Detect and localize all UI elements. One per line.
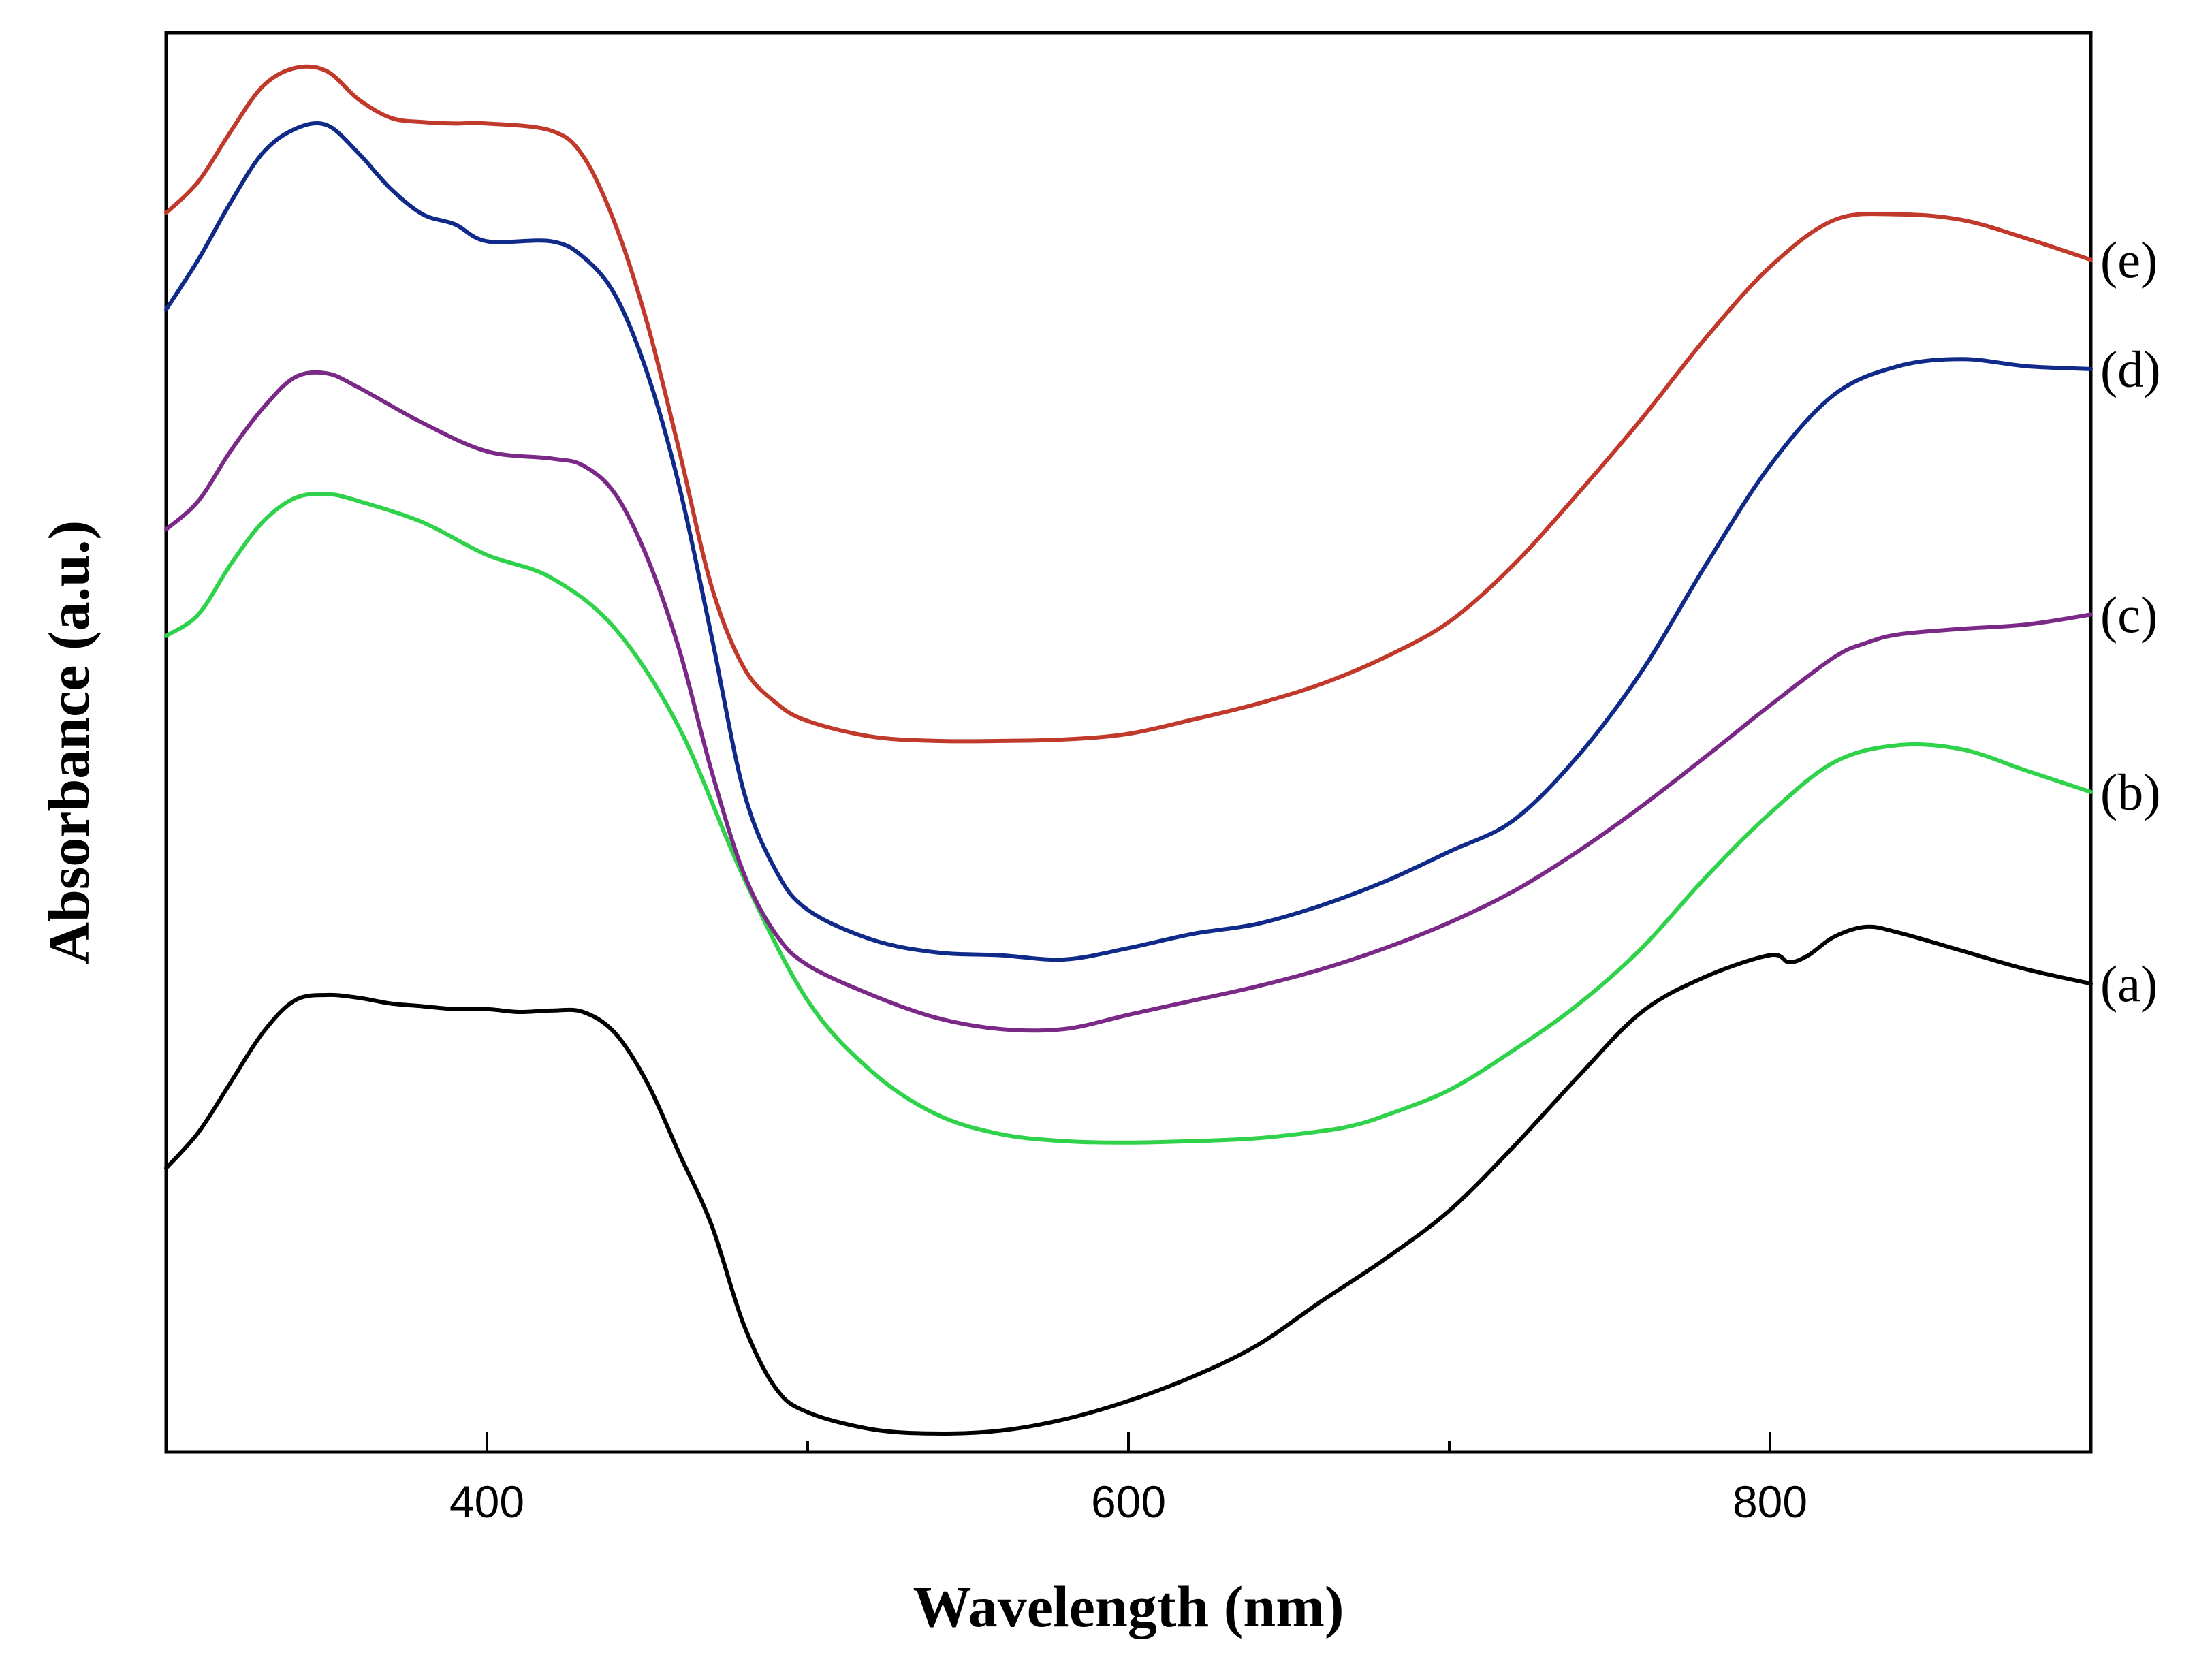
x-tick-label: 800 bbox=[1733, 1476, 1807, 1527]
series-line-b bbox=[164, 492, 2093, 1145]
x-tick-label: 400 bbox=[449, 1476, 524, 1527]
series-label-d: (d) bbox=[2100, 341, 2161, 398]
x-axis-ticks bbox=[486, 1432, 1771, 1452]
series-label-e: (e) bbox=[2100, 232, 2158, 289]
series-line-a bbox=[164, 924, 2093, 1436]
series-line-d bbox=[164, 121, 2093, 962]
plot-frame bbox=[164, 31, 2093, 1454]
x-tick-label: 600 bbox=[1091, 1476, 1166, 1527]
series-line-e bbox=[164, 64, 2093, 744]
series-label-c: (c) bbox=[2100, 586, 2158, 644]
x-axis-tick-labels: 400 600 800 bbox=[449, 1476, 1807, 1527]
series-line-c bbox=[164, 370, 2093, 1033]
x-axis-title: Wavelength (nm) bbox=[913, 1574, 1344, 1639]
y-axis-title: Absorbance (a.u.) bbox=[36, 520, 101, 964]
series-label-a: (a) bbox=[2100, 955, 2158, 1013]
series-label-b: (b) bbox=[2100, 764, 2161, 821]
series-lines bbox=[164, 64, 2093, 1436]
series-labels: (a) (b) (c) (d) (e) bbox=[2100, 232, 2161, 1013]
